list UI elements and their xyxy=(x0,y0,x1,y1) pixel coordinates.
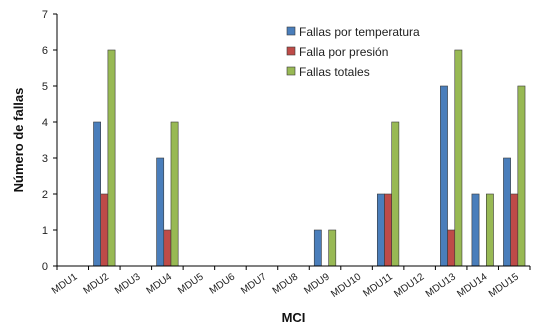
y-tick-label: 7 xyxy=(42,9,48,21)
x-tick-label-mdu2: MDU2 xyxy=(81,271,111,297)
x-tick-label-mdu7: MDU7 xyxy=(239,271,269,297)
bar-mdu13-series-2 xyxy=(447,229,456,267)
legend-label-series-1: Fallas por temperatura xyxy=(299,25,420,39)
bar-mdu14-series-3 xyxy=(485,193,494,267)
x-tick-label-mdu3: MDU3 xyxy=(113,271,143,297)
legend-swatch-series-2 xyxy=(286,46,296,56)
legend: Fallas por temperatura Falla por presión F… xyxy=(286,25,420,79)
x-tick-label-mdu8: MDU8 xyxy=(271,271,301,297)
y-tick-label: 5 xyxy=(42,81,48,93)
bar-mdu9-series-1 xyxy=(313,229,322,267)
bar-mdu2-series-1 xyxy=(93,121,101,267)
plot-area xyxy=(57,14,530,266)
bar-mdu13-series-3 xyxy=(454,49,463,267)
plot-background xyxy=(57,14,530,266)
x-tick-label-mdu9: MDU9 xyxy=(302,271,332,297)
bar-mdu11-series-3 xyxy=(391,121,400,267)
bar-mdu11-series-2 xyxy=(384,193,392,267)
y-tick-label: 0 xyxy=(42,261,48,273)
y-tick-label: 2 xyxy=(42,189,48,201)
x-tick-label-mdu1: MDU1 xyxy=(50,271,80,297)
x-axis-title: MCI xyxy=(282,310,306,325)
y-tick-label: 3 xyxy=(42,153,48,165)
x-tick-label-mdu15: MDU15 xyxy=(487,271,521,300)
x-tick-label-mdu11: MDU11 xyxy=(361,271,395,299)
y-tick-label: 4 xyxy=(42,117,48,129)
legend-label-series-3: Fallas totales xyxy=(299,65,370,79)
bar-mdu9-series-3 xyxy=(328,229,337,267)
bar-mdu15-series-1 xyxy=(503,157,511,267)
bar-mdu4-series-3 xyxy=(170,121,179,267)
bar-mdu4-series-2 xyxy=(163,229,172,267)
legend-swatch-series-1 xyxy=(286,26,296,36)
bar-mdu14-series-1 xyxy=(471,193,480,267)
x-tick-label-mdu12: MDU12 xyxy=(392,271,426,300)
x-tick-label-mdu5: MDU5 xyxy=(176,271,206,297)
legend-swatch-series-3 xyxy=(286,66,296,76)
bar-mdu2-series-2 xyxy=(100,193,109,267)
legend-label-series-2: Falla por presión xyxy=(299,45,388,59)
bar-mdu4-series-1 xyxy=(156,157,165,267)
bar-mdu11-series-1 xyxy=(376,193,385,267)
y-tick-label: 6 xyxy=(42,45,48,57)
y-tick-label: 1 xyxy=(42,225,48,237)
x-tick-label-mdu14: MDU14 xyxy=(455,271,489,300)
x-tick-label-mdu10: MDU10 xyxy=(329,271,363,300)
y-axis-title: Número de fallas xyxy=(11,88,26,193)
x-tick-label-mdu13: MDU13 xyxy=(424,271,458,300)
bar-mdu2-series-3 xyxy=(107,49,116,267)
bar-mdu13-series-1 xyxy=(440,85,448,267)
bar-mdu15-series-2 xyxy=(510,193,519,267)
x-tick-label-mdu6: MDU6 xyxy=(208,271,238,297)
bar-mdu15-series-3 xyxy=(517,85,526,267)
x-tick-label-mdu4: MDU4 xyxy=(145,271,175,297)
